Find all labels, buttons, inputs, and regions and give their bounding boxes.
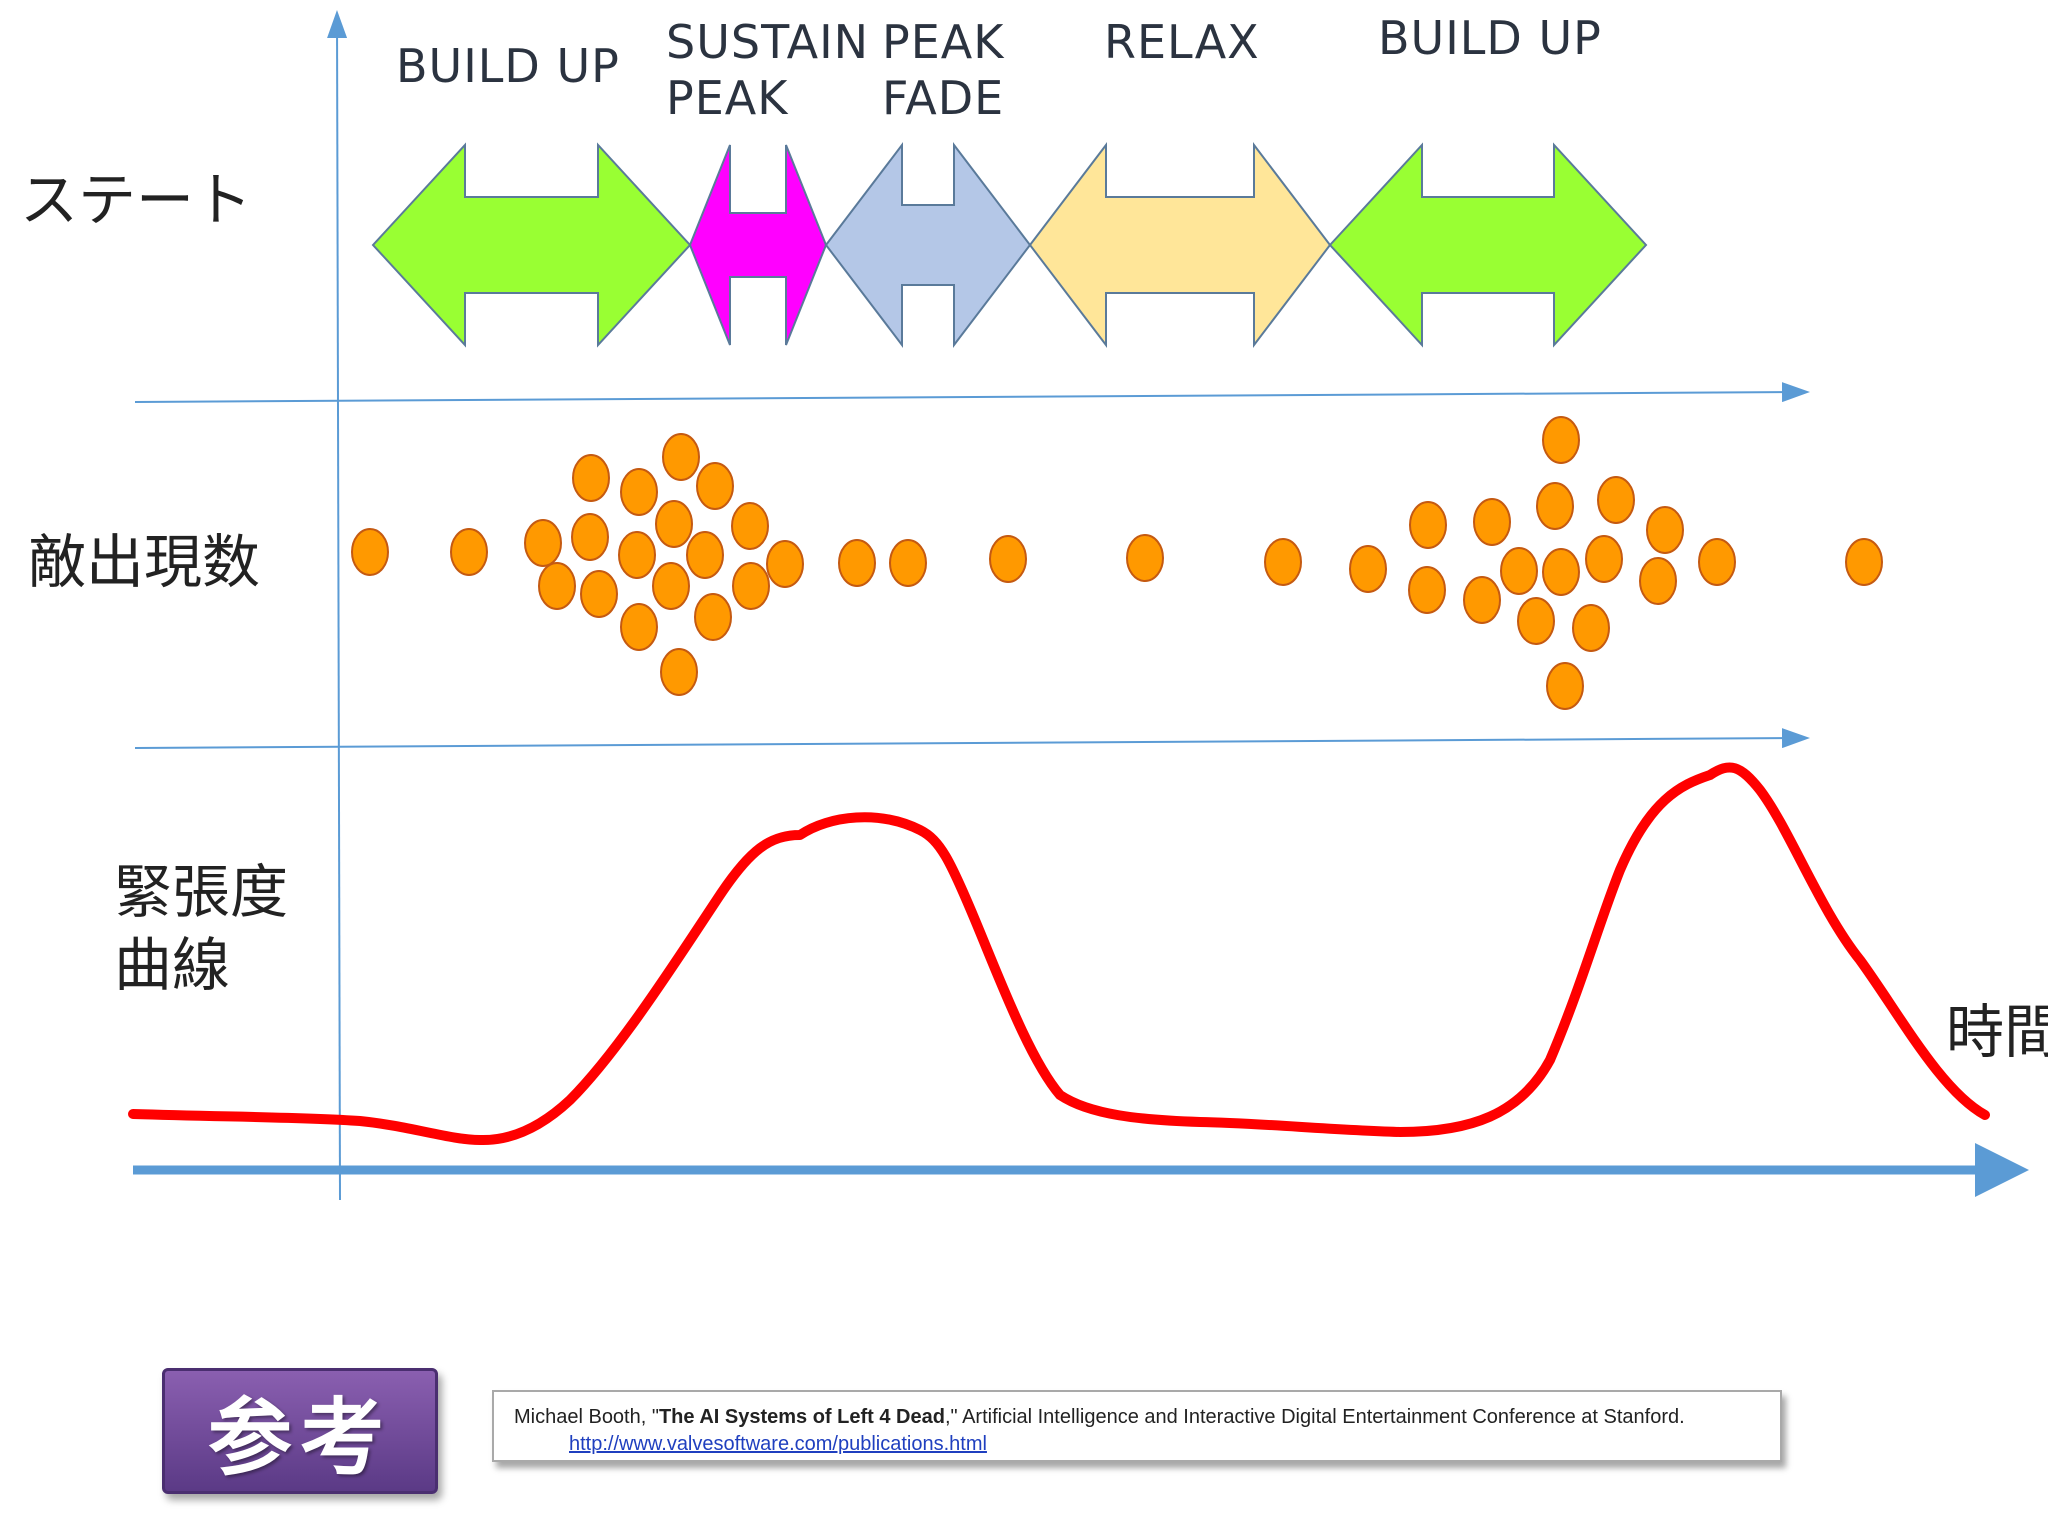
enemy-row-divider <box>134 728 1810 749</box>
enemy-dot <box>1473 498 1511 546</box>
state-arrows <box>371 142 1648 348</box>
enemy-dot <box>1646 506 1684 554</box>
enemy-dot <box>1572 604 1610 652</box>
citation-rest: ," Artificial Intelligence and Interacti… <box>944 1406 1685 1428</box>
state-label-peak-2: PEAK <box>882 15 1005 69</box>
reference-badge-label: 参考 <box>207 1388 392 1487</box>
enemy-dot <box>1546 662 1584 710</box>
state-label-relax: RELAX <box>1104 15 1260 69</box>
build-up-arrow-2 <box>1328 142 1648 348</box>
enemy-dot <box>1845 538 1883 586</box>
tension-row-label-2: 曲線 <box>114 931 230 999</box>
sustain-peak-arrow <box>688 144 828 346</box>
enemy-dot <box>660 648 698 696</box>
citation-box: Michael Booth, "The AI Systems of Left 4… <box>492 1390 1782 1462</box>
enemy-dot <box>538 562 576 610</box>
enemy-dot <box>1463 576 1501 624</box>
enemy-dot <box>572 454 610 502</box>
enemy-dot <box>662 433 700 481</box>
enemy-dot <box>450 528 488 576</box>
citation-title: The AI Systems of Left 4 Dead <box>658 1406 945 1428</box>
enemy-dot <box>655 500 693 548</box>
enemy-dot <box>1500 547 1538 595</box>
enemy-dot <box>1349 545 1387 593</box>
enemy-dots <box>351 416 1883 710</box>
enemy-dot <box>571 513 609 561</box>
enemy-dot <box>580 570 618 618</box>
relax-arrow <box>1028 142 1332 348</box>
enemy-dot <box>351 528 389 576</box>
enemy-dot <box>732 562 770 610</box>
enemy-dot <box>731 502 769 550</box>
citation-author: Michael Booth, " <box>514 1406 659 1428</box>
reference-badge: 参考 <box>162 1368 438 1494</box>
citation-link[interactable]: http://www.valvesoftware.com/publication… <box>569 1433 987 1455</box>
enemy-dot <box>1126 534 1164 582</box>
enemy-dot <box>694 593 732 641</box>
state-label-sustain: SUSTAIN <box>666 15 869 69</box>
enemy-dot <box>1517 597 1555 645</box>
state-label-build-up-1: BUILD UP <box>396 39 620 93</box>
enemy-dot <box>524 519 562 567</box>
time-axis-label: 時間 <box>1946 998 2048 1066</box>
enemy-dot <box>889 539 927 587</box>
enemy-dot <box>1585 535 1623 583</box>
vertical-axis <box>327 10 348 1201</box>
enemy-dot <box>686 531 724 579</box>
enemy-dot <box>1698 538 1736 586</box>
state-label-fade: FADE <box>882 71 1004 125</box>
build-up-arrow-1 <box>371 142 692 348</box>
tension-curve <box>128 762 1990 1146</box>
enemy-dot <box>1536 482 1574 530</box>
enemy-dot <box>652 562 690 610</box>
enemy-dot <box>1639 557 1677 605</box>
enemy-dot <box>1597 476 1635 524</box>
enemy-row-label: 敵出現数 <box>28 528 260 596</box>
state-row-divider <box>134 382 1810 403</box>
state-row-label: ステート <box>20 166 252 234</box>
enemy-dot <box>1542 548 1580 596</box>
enemy-dot <box>1264 538 1302 586</box>
enemy-dot <box>766 540 804 588</box>
tension-row-label-1: 緊張度 <box>114 858 288 926</box>
enemy-dot <box>620 603 658 651</box>
enemy-dot <box>620 468 658 516</box>
enemy-dot <box>838 539 876 587</box>
enemy-dot <box>1408 566 1446 614</box>
enemy-dot <box>989 535 1027 583</box>
peak-fade-arrow <box>824 142 1032 348</box>
enemy-dot <box>696 462 734 510</box>
enemy-dot <box>1542 416 1580 464</box>
enemy-dot <box>618 531 656 579</box>
state-label-build-up-2: BUILD UP <box>1378 11 1602 65</box>
state-label-peak: PEAK <box>666 71 789 125</box>
enemy-dot <box>1409 501 1447 549</box>
